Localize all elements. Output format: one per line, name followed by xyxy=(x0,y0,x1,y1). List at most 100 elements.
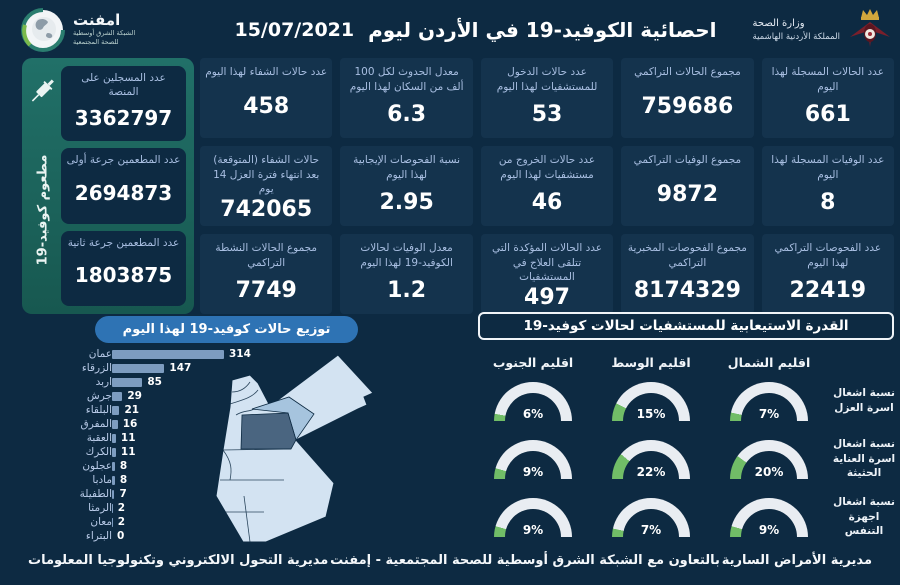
gauge-grid: اقليم الشمال اقليم الوسط اقليم الجنوب نسبة … xyxy=(468,346,896,546)
gauge-percent: 20% xyxy=(754,464,784,479)
region-header: اقليم الوسط xyxy=(611,355,691,370)
case-bar xyxy=(112,419,118,429)
gauge-cell: 9% xyxy=(494,439,572,479)
case-bar xyxy=(112,503,113,513)
governorate-label: البتراء xyxy=(85,530,112,542)
stat-label: عدد حالات الدخول للمستشفيات لهذا اليوم xyxy=(496,66,598,93)
case-bar xyxy=(112,447,116,457)
stat-label: عدد الحالات المسجلة لهذا اليوم xyxy=(771,66,884,93)
stat-card: معدل الحدوث لكل 100 ألف من السكان لهذا ا… xyxy=(340,58,473,138)
ministry-text: وزارة الصحة المملكة الأردنية الهاشمية xyxy=(753,17,840,44)
stat-value: 759686 xyxy=(641,94,734,120)
vaccination-value: 1803875 xyxy=(74,263,173,288)
vaccination-boxes: عدد المسجلين على المنصة 3362797 عدد المطعم… xyxy=(61,66,186,306)
stat-value: 458 xyxy=(243,94,290,120)
region-header: اقليم الشمال xyxy=(727,355,811,370)
stat-value: 8 xyxy=(820,189,836,215)
governorate-bar-row: اربد 85 xyxy=(28,375,288,389)
emphnet-globe-icon xyxy=(21,8,65,52)
stat-card: عدد الفحوصات التراكمي لهذا اليوم 22419 xyxy=(761,233,894,314)
governorate-label: المفرق xyxy=(80,418,112,430)
vaccination-value: 3362797 xyxy=(74,105,173,130)
stat-card: مجموع الوفيات التراكمي 9872 xyxy=(621,145,754,226)
governorate-label: عجلون xyxy=(82,460,112,472)
stat-value: 1.2 xyxy=(387,277,427,303)
footer-left: مديرية التحول الالكتروني وتكنولوجيا المع… xyxy=(28,553,329,568)
governorate-label: الزرقاء xyxy=(81,362,112,374)
jordan-coat-of-arms-icon xyxy=(850,9,890,47)
governorate-bar-row: البلقاء 21 xyxy=(28,403,288,417)
stat-card: مجموع الحالات النشطة التراكمي 7749 xyxy=(200,233,333,314)
stat-value: 7749 xyxy=(235,277,297,303)
stat-label: مجموع الحالات النشطة التراكمي xyxy=(215,241,318,269)
case-bar xyxy=(112,405,120,415)
stat-card: عدد حالات الدخول للمستشفيات لهذا اليوم 53 xyxy=(480,58,614,138)
vaccination-card: عدد المطعمين جرعة أولى 2694873 xyxy=(61,148,186,224)
stat-label: عدد الفحوصات التراكمي لهذا اليوم xyxy=(774,241,882,269)
governorate-bar-row: الطفيلة 7 xyxy=(28,487,288,501)
occupancy-gauge: 15% xyxy=(612,381,690,421)
case-count: 2 xyxy=(117,502,126,514)
stat-label: معدل الحدوث لكل 100 ألف من السكان لهذا ا… xyxy=(349,66,464,93)
footer-right: مديرية الأمراض السارية xyxy=(721,553,872,568)
stat-label: عدد حالات الشفاء لهذا اليوم xyxy=(205,66,328,78)
page-title: احصائية الكوفيد-19 في الأردن ليوم 15/07/… xyxy=(207,18,744,42)
case-bar xyxy=(112,517,113,527)
gauge-percent: 7% xyxy=(758,406,780,421)
bar-chart-title: توزيع حالات كوفيد-19 لهذا اليوم xyxy=(95,316,358,343)
occupancy-gauge: 9% xyxy=(730,497,808,537)
vaccination-label: عدد المطعمين جرعة ثانية xyxy=(67,236,180,249)
case-count: 16 xyxy=(122,418,138,430)
vaccination-label: عدد المطعمين جرعة أولى xyxy=(66,154,181,167)
gauge-percent: 15% xyxy=(636,406,666,421)
governorate-bar-row: الرمثا 2 xyxy=(28,501,288,515)
gauge-cell: 15% xyxy=(612,381,690,421)
case-count: 8 xyxy=(119,460,128,472)
header: وزارة الصحة المملكة الأردنية الهاشمية اح… xyxy=(0,0,900,56)
case-count: 147 xyxy=(169,362,192,374)
stat-card: عدد الحالات المؤكدة التي تتلقى العلاج في… xyxy=(480,233,614,314)
occupancy-gauge: 7% xyxy=(730,381,808,421)
case-bar xyxy=(112,377,143,387)
stat-card: عدد حالات الشفاء لهذا اليوم 458 xyxy=(200,58,333,138)
gauge-percent: 9% xyxy=(522,464,544,479)
emphnet-text: امفنت الشبكة الشرق أوسطية للصحة المجتمعي… xyxy=(73,12,135,48)
governorate-label: جرش xyxy=(86,390,112,402)
gauge-row-label: نسبة اشغال اسرة العناية الحثيثة xyxy=(832,437,896,480)
occupancy-gauge: 22% xyxy=(612,439,690,479)
stat-label: عدد الحالات المؤكدة التي تتلقى العلاج في… xyxy=(491,241,603,284)
stat-label: مجموع الفحوصات المخبرية التراكمي xyxy=(627,241,747,269)
governorate-label: العقبة xyxy=(86,432,112,444)
stat-value: 53 xyxy=(531,101,563,127)
report-title: احصائية الكوفيد-19 في الأردن ليوم xyxy=(368,18,717,42)
governorate-bar-row: جرش 29 xyxy=(28,389,288,403)
stat-label: مجموع الحالات التراكمي xyxy=(634,66,741,78)
vaccination-card: عدد المسجلين على المنصة 3362797 xyxy=(61,66,186,142)
gauge-percent: 7% xyxy=(640,522,662,537)
hospital-capacity-title: القدرة الاستيعابية للمستشفيات لحالات كوف… xyxy=(478,312,894,340)
report-date: 15/07/2021 xyxy=(234,19,355,41)
case-count: 29 xyxy=(127,390,142,402)
vaccination-label: عدد المسجلين على المنصة xyxy=(81,72,166,99)
stat-label: معدل الوفيات لحالات الكوفيد-19 لهذا اليو… xyxy=(360,241,453,269)
governorate-bar-row: عجلون 8 xyxy=(28,459,288,473)
jordan-map xyxy=(192,352,464,554)
stat-value: 661 xyxy=(804,101,851,127)
emphnet-subline-1: الشبكة الشرق أوسطية xyxy=(73,28,136,37)
gauge-row-label: نسبة اشغال اسرة العزل xyxy=(833,387,895,414)
stat-value: 46 xyxy=(531,189,563,215)
emphnet-subline-2: للصحة المجتمعية xyxy=(73,38,119,47)
case-count: 2 xyxy=(117,516,126,528)
ministry-name: وزارة الصحة xyxy=(752,17,805,29)
stats-grid: عدد الحالات المسجلة لهذا اليوم 661 مجموع ا… xyxy=(200,58,894,314)
governorate-bar-row: مادبا 8 xyxy=(28,473,288,487)
case-count: 11 xyxy=(120,446,136,458)
stat-card: عدد الحالات المسجلة لهذا اليوم 661 xyxy=(761,58,894,138)
case-count: 7 xyxy=(119,488,127,500)
gauge-cell: 22% xyxy=(612,439,690,479)
emphnet-logo: امفنت الشبكة الشرق أوسطية للصحة المجتمعي… xyxy=(12,7,207,53)
stat-label: مجموع الوفيات التراكمي xyxy=(633,153,742,166)
stat-card: مجموع الحالات التراكمي 759686 xyxy=(621,58,754,138)
stat-value: 2.95 xyxy=(379,189,434,215)
governorate-label: الطفيلة xyxy=(79,488,112,500)
